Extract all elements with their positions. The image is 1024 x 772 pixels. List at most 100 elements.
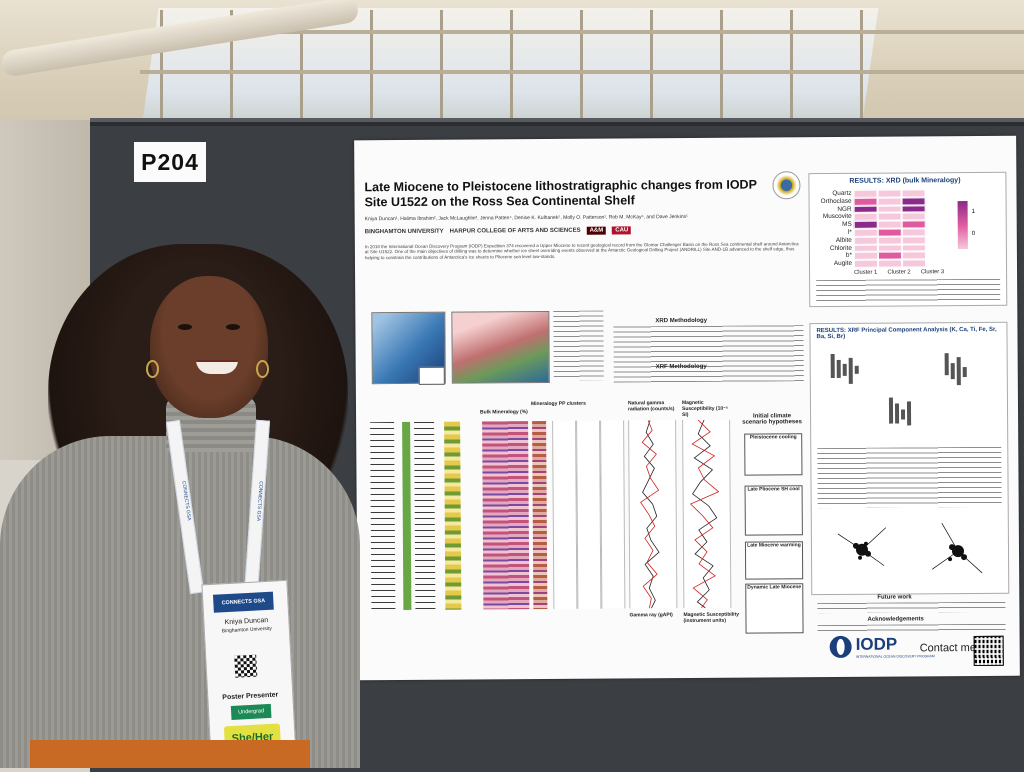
- heatmap-cluster-labels: Cluster 1 Cluster 2 Cluster 3: [854, 269, 944, 276]
- heatmap-cell: [901, 204, 926, 213]
- hoop-earring: [146, 360, 159, 378]
- heatmap-cell: [901, 236, 926, 245]
- heatmap-cell: [901, 220, 926, 229]
- girder: [140, 30, 1024, 34]
- heatmap-cell: [853, 236, 878, 245]
- heatmap-cell: [901, 259, 927, 268]
- heatmap-cell: [877, 244, 902, 253]
- hypothesis-box-2: Late Pliocene SH cool: [744, 485, 803, 536]
- heatmap-row-label: Quartz: [832, 189, 852, 197]
- heatmap-cell: [877, 205, 902, 214]
- hypotheses-heading: Initial climate scenario hypotheses: [742, 413, 802, 426]
- heatmap-cell: [877, 236, 902, 245]
- truss: [370, 10, 373, 128]
- heatmap-cell: [853, 259, 879, 268]
- badge-qr-code: [234, 654, 258, 678]
- heatmap-cell: [901, 251, 926, 260]
- core-recovery-column: [414, 421, 436, 610]
- hypothesis-box-3: Late Miocene warming: [744, 541, 804, 580]
- hypothesis-box-4: Dynamic Late Miocene: [745, 583, 804, 634]
- scale-label-high: 1: [971, 208, 976, 216]
- board-number-tag: P204: [134, 142, 206, 182]
- pca-loading-bar: [950, 363, 955, 380]
- heatmap-cell: [877, 220, 902, 229]
- heatmap-cell: [853, 189, 878, 198]
- scale-label-low: 0: [971, 230, 976, 238]
- heatmap-row-label: MS: [842, 221, 852, 229]
- xrf-pca-panel: RESULTS: XRF Principal Component Analysi…: [809, 321, 1010, 596]
- acknowledgements-heading: Acknowledgements: [867, 616, 924, 623]
- heatmap-row-labels: Quartz Orthoclase NGR Muscovite MS l* Albite Ch…: [809, 190, 852, 268]
- pca-loading-bar: [906, 401, 912, 426]
- presenter-face: [150, 276, 268, 418]
- nsf-logo: [772, 171, 801, 200]
- ms-heading: Magnetic Susceptibility (10⁻⁵ SI): [681, 399, 729, 419]
- pc4-curve-column: [600, 420, 626, 609]
- pca-loading-bar: [842, 363, 847, 376]
- truss: [720, 10, 723, 128]
- heatmap-caption: [816, 278, 1001, 303]
- poster-title: Late Miocene to Pleistocene lithostratig…: [364, 177, 757, 210]
- mineralogy-pp-heading: Mineralogy PP clusters: [530, 400, 586, 408]
- presenter-eye: [178, 324, 192, 330]
- truss: [510, 10, 513, 128]
- tamu-logo: A&M: [586, 226, 607, 235]
- orange-garment: [30, 740, 310, 768]
- heatmap-cell: [877, 251, 902, 260]
- presenter-eye: [226, 324, 240, 330]
- caco3-curve-column: [576, 420, 602, 609]
- truss: [160, 10, 163, 128]
- truss: [650, 10, 653, 128]
- mineralogy-cluster-column: [532, 420, 548, 610]
- hypothesis-box-1: Pleistocene cooling: [744, 433, 803, 476]
- institution-logos: BINGHAMTON UNIVERSITY HARPUR COLLEGE OF …: [365, 226, 632, 236]
- pca-loading-bar: [848, 357, 853, 384]
- heatmap-cell: [853, 213, 878, 222]
- contact-qr-code[interactable]: [973, 635, 1004, 667]
- xrd-methodology-text: [613, 325, 804, 383]
- badge-event-logo: CONNECTS GSA: [212, 591, 274, 613]
- binghamton-logo: BINGHAMTON UNIVERSITY: [364, 228, 444, 236]
- future-work-heading: Future work: [877, 594, 912, 601]
- badge-role: Poster Presenter: [222, 691, 279, 702]
- heatmap-cell: [901, 228, 926, 237]
- hypothesis-label: Pleistocene cooling: [749, 434, 797, 441]
- lanyard-text: CONNECTS GSA: [255, 480, 264, 522]
- seismic-section-figure: [451, 310, 550, 384]
- poster-abstract: In 2018 the International Ocean Discover…: [364, 241, 799, 261]
- iodp-mark-icon: [829, 635, 852, 659]
- truss: [300, 10, 303, 128]
- xrd-heatmap-panel: RESULTS: XRD (bulk Mineralogy) Quartz Ort…: [808, 171, 1008, 308]
- truss: [230, 10, 233, 128]
- heatmap-cell: [877, 189, 902, 198]
- pca-biplot-right: [931, 523, 983, 574]
- mineralogy-heading: Bulk Mineralogy (%): [480, 409, 528, 416]
- truss: [440, 10, 443, 128]
- truss: [860, 10, 863, 128]
- bulk-mineralogy-column: [482, 421, 530, 610]
- presenter-smile: [196, 360, 238, 374]
- truss: [790, 10, 793, 128]
- hypothesis-label: Dynamic Late Miocene: [747, 584, 802, 591]
- heatmap-cell: [853, 228, 878, 237]
- gamma-axis-label: Gamma ray (gAPI): [629, 612, 673, 619]
- xrf-methodology-heading: XRF Methodology: [655, 363, 707, 371]
- depth-scale-column: [370, 422, 396, 611]
- pca-loading-bar: [854, 365, 859, 374]
- heatmap-cell: [901, 197, 926, 206]
- iodp-subtitle: INTERNATIONAL OCEAN DISCOVERY PROGRAM: [855, 654, 935, 659]
- heatmap-cell: [853, 220, 878, 229]
- pca-loading-bar: [830, 353, 835, 378]
- downhole-log-curves: [640, 419, 720, 609]
- pca-loading-bar: [901, 409, 906, 420]
- xrd-methodology-heading: XRD Methodology: [655, 317, 708, 325]
- heatmap-cell: [901, 189, 926, 198]
- conference-badge: CONNECTS GSA Kniya Duncan Binghamton Uni…: [201, 579, 297, 763]
- ngr-heading: Natural gamma radiation (counts/s): [627, 400, 675, 413]
- heatmap-cell: [877, 197, 902, 206]
- poster-authors: Kniya Duncan¹, Halima Ibrahim², Jack McL…: [364, 213, 688, 223]
- pca-loading-bar: [944, 353, 949, 376]
- heatmap-color-scale: [957, 201, 968, 250]
- heatmap-title: RESULTS: XRD (bulk Mineralogy): [849, 177, 961, 185]
- cluster-label: Cluster 1: [854, 269, 878, 276]
